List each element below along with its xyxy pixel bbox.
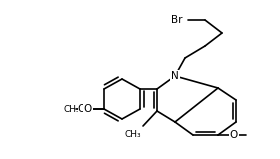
- Text: O: O: [84, 104, 92, 114]
- Text: CH₃: CH₃: [64, 104, 80, 114]
- Text: O: O: [82, 104, 90, 114]
- Text: CH₃: CH₃: [124, 130, 141, 139]
- Text: Br: Br: [171, 15, 182, 25]
- Text: N: N: [171, 71, 179, 81]
- Text: O: O: [230, 130, 238, 140]
- Text: O: O: [78, 104, 86, 114]
